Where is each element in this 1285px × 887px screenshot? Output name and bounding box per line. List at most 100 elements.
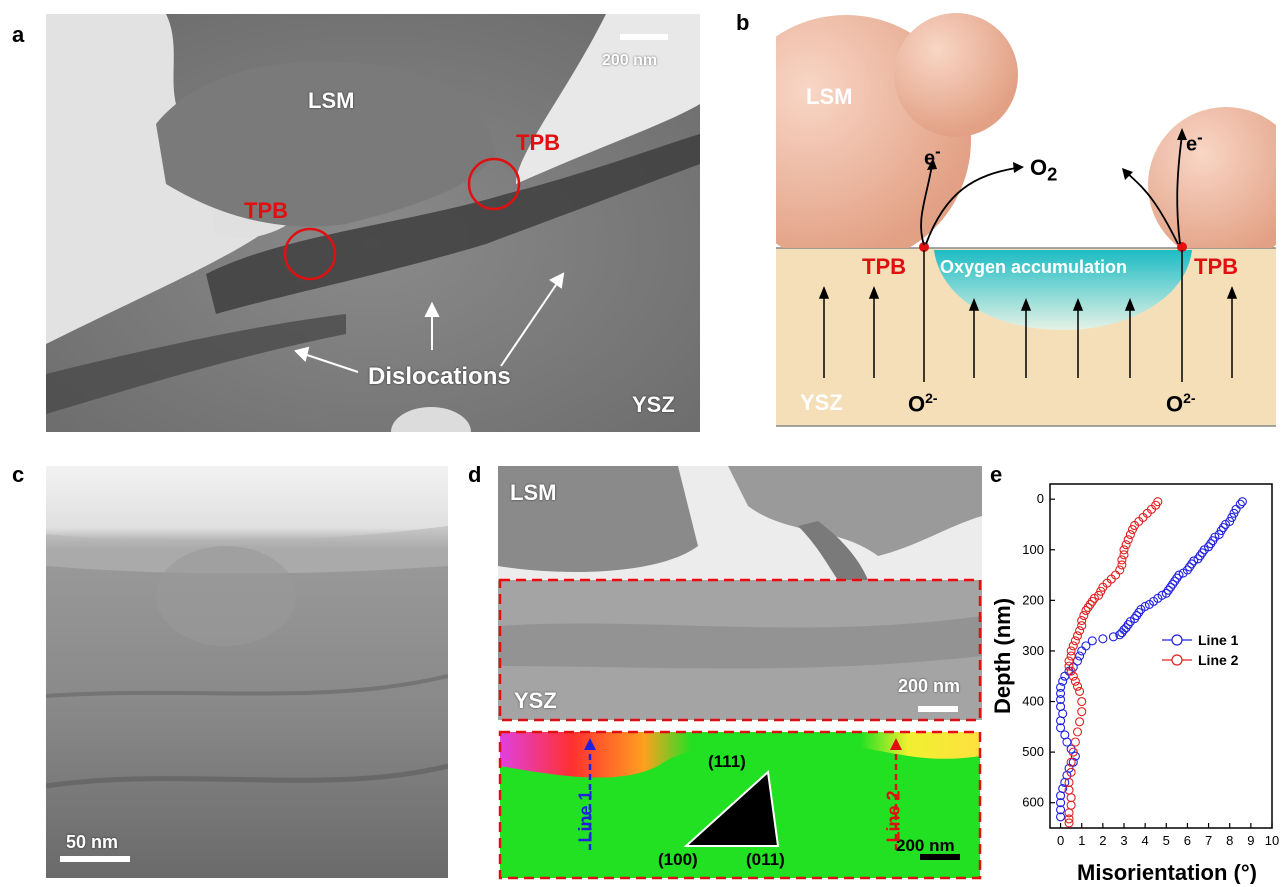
panel-e-chart: 0 1 2 3 4 5 6 7 8 9 100100200300400500600Misorient… bbox=[992, 483, 1279, 884]
oxide-right-sup: 2- bbox=[1183, 390, 1196, 406]
panel-d: LSM YSZ 200 nm 200 nm (111) (100) (011) … bbox=[498, 466, 982, 880]
point-line1 bbox=[1195, 551, 1205, 561]
point-line1 bbox=[1144, 599, 1154, 609]
point-line1 bbox=[1197, 548, 1207, 558]
point-line1 bbox=[1208, 536, 1218, 546]
y-tick-label: 300 bbox=[1022, 643, 1044, 658]
point-line2 bbox=[1075, 626, 1085, 636]
point-line1 bbox=[1237, 497, 1247, 507]
point-line1 bbox=[1087, 636, 1097, 646]
tpb-label-b-left: TPB bbox=[862, 254, 906, 279]
point-line1 bbox=[1125, 617, 1135, 627]
y-axis-label: Depth (nm) bbox=[992, 598, 1015, 714]
left-tpb-curved-arrows bbox=[920, 134, 1183, 246]
point-line1 bbox=[1060, 777, 1070, 788]
point-line1 bbox=[1161, 588, 1171, 598]
panel-label-a: a bbox=[12, 22, 25, 47]
oxide-ion-label-right: O2- bbox=[1166, 390, 1196, 417]
ysz-label-a: YSZ bbox=[632, 392, 675, 417]
tpb-label-a-right: TPB bbox=[516, 130, 560, 155]
point-line1 bbox=[1056, 723, 1066, 733]
lsm-sphere-right bbox=[1148, 107, 1276, 248]
o2-text: O bbox=[1030, 155, 1048, 180]
plot-frame bbox=[1049, 483, 1273, 829]
x-tick-label: 0 bbox=[1057, 833, 1064, 848]
x-tick-label: 9 bbox=[1247, 833, 1254, 848]
point-line2 bbox=[1085, 599, 1095, 609]
x-tick-label: 6 bbox=[1184, 833, 1191, 848]
point-line1 bbox=[1132, 610, 1142, 621]
point-line2 bbox=[1066, 793, 1076, 803]
point-line1 bbox=[1199, 545, 1209, 555]
lsm-sphere-top bbox=[894, 13, 1018, 137]
ysz-label-d: YSZ bbox=[514, 688, 557, 713]
panel-label-d: d bbox=[468, 462, 482, 487]
point-line2 bbox=[1066, 757, 1076, 767]
ysz-label-b: YSZ bbox=[800, 390, 843, 415]
point-line1 bbox=[1172, 573, 1182, 583]
point-line2 bbox=[1070, 737, 1080, 747]
point-line2 bbox=[1115, 565, 1125, 575]
line2-label: Line 2 bbox=[883, 790, 904, 843]
point-line1 bbox=[1178, 568, 1188, 578]
lsm-label-d: LSM bbox=[510, 480, 557, 505]
ebsd-dashed-box bbox=[498, 730, 982, 880]
x-axis-label: Misorientation (°) bbox=[1077, 860, 1257, 884]
point-line2 bbox=[1068, 747, 1078, 757]
line1-label: Line 1 bbox=[575, 790, 596, 843]
point-line2 bbox=[1064, 656, 1074, 666]
y-tick-label: 200 bbox=[1022, 592, 1044, 607]
panel-label-b: b bbox=[736, 10, 750, 35]
ipf-label-100: (100) bbox=[658, 850, 698, 869]
point-line2 bbox=[1066, 800, 1076, 810]
panel-b-drawing bbox=[776, 13, 1276, 427]
point-line2 bbox=[1066, 767, 1076, 777]
point-line2 bbox=[1072, 631, 1083, 641]
point-line1 bbox=[1206, 539, 1216, 549]
point-line1 bbox=[1189, 556, 1199, 566]
point-line2 bbox=[1089, 593, 1099, 603]
scale-bar-a bbox=[620, 34, 668, 40]
point-line1 bbox=[1220, 519, 1231, 530]
o2-sub: 2 bbox=[1047, 163, 1058, 185]
point-line2 bbox=[1119, 545, 1129, 555]
point-line1 bbox=[1174, 570, 1184, 580]
panel-a-tem-image: 200 nm LSM TPB TPB Dislocations YSZ bbox=[46, 14, 700, 432]
point-line2 bbox=[1127, 524, 1138, 535]
point-line1 bbox=[1108, 632, 1118, 642]
point-line1 bbox=[1218, 522, 1228, 533]
point-line2 bbox=[1064, 818, 1074, 828]
point-line1 bbox=[1163, 585, 1173, 595]
x-tick-label: 3 bbox=[1120, 833, 1127, 848]
electron-label-right-text: e bbox=[1186, 133, 1198, 156]
ipf-label-111: (111) bbox=[708, 752, 746, 771]
point-line1 bbox=[1136, 604, 1146, 615]
scale-bar-d-bottom-label: 200 nm bbox=[896, 836, 955, 855]
panel-c-drawing bbox=[46, 466, 448, 878]
point-line2 bbox=[1064, 808, 1074, 818]
point-line1 bbox=[1056, 812, 1066, 822]
point-line1 bbox=[1056, 694, 1066, 705]
point-line1 bbox=[1187, 559, 1197, 569]
point-line2 bbox=[1077, 621, 1087, 631]
point-line1 bbox=[1058, 676, 1068, 686]
point-line1 bbox=[1170, 576, 1180, 586]
arrow-heads bbox=[927, 128, 1187, 180]
tpb-circle-left bbox=[283, 227, 337, 281]
x-tick-label: 10 bbox=[1265, 833, 1279, 848]
y-tick-label: 500 bbox=[1022, 744, 1044, 759]
point-line2 bbox=[1068, 641, 1078, 651]
y-tick-label: 400 bbox=[1022, 694, 1044, 709]
dislocation-arrows bbox=[294, 272, 565, 373]
point-line1 bbox=[1098, 634, 1108, 644]
point-line1 bbox=[1117, 628, 1127, 638]
scale-bar-c bbox=[60, 856, 130, 862]
scale-bar-d-top-label: 200 nm bbox=[898, 676, 961, 696]
chart-root: 0 1 2 3 4 5 6 7 8 9 100100200300400500600Misorient… bbox=[992, 483, 1279, 884]
panel-a-drawing bbox=[46, 14, 700, 432]
point-line2 bbox=[1070, 676, 1080, 686]
point-line1 bbox=[1081, 641, 1091, 651]
point-line2 bbox=[1072, 727, 1083, 737]
point-line2 bbox=[1117, 555, 1127, 565]
panel-d-drawing bbox=[498, 466, 982, 880]
